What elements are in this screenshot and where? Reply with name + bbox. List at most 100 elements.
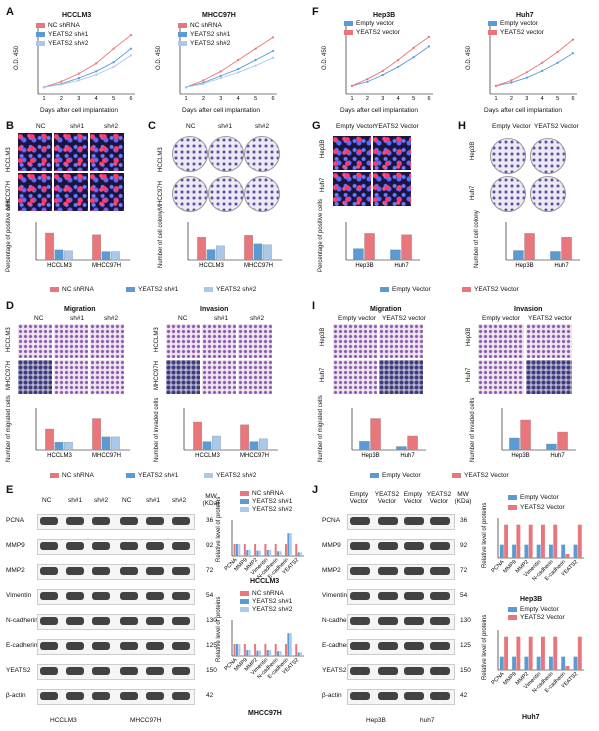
bar [64, 250, 73, 261]
x-tick-label: 1 [350, 96, 353, 102]
y-axis-label: Number of invaded cells [154, 397, 160, 462]
transwell-image [238, 324, 272, 358]
bar [256, 650, 259, 656]
protein-band [404, 617, 424, 625]
bar [561, 237, 572, 261]
x-tick-label: 3 [525, 96, 528, 102]
legend-item: Empty Vector [370, 472, 421, 479]
protein-band [40, 567, 58, 575]
bar [246, 550, 249, 556]
bar [206, 249, 216, 261]
bar [536, 656, 541, 670]
data-point [112, 65, 115, 68]
data-point [541, 69, 544, 72]
x-axis-label: Days after cell implantation [340, 107, 419, 114]
colony-plate [172, 176, 208, 212]
bar [45, 428, 54, 451]
x-tick-label: 3 [77, 96, 80, 102]
bar [238, 544, 241, 556]
data-point [219, 77, 222, 80]
bar [248, 550, 251, 556]
data-point [350, 84, 354, 87]
protein-band [66, 617, 84, 625]
protein-band [378, 667, 398, 675]
cell-line-label: huh7 [420, 717, 435, 724]
row-label: Huh7 [466, 367, 472, 382]
y-axis-label: O.D. 450 [322, 45, 328, 70]
protein-band [350, 692, 370, 700]
protein-band [378, 517, 398, 525]
molecular-weight-label: 42 [460, 692, 468, 699]
bar [212, 435, 221, 451]
col-label: NC [34, 315, 44, 322]
protein-band [172, 567, 190, 575]
bar [499, 656, 504, 670]
section-title-invasion: Invasion [514, 306, 543, 313]
molecular-weight-label: 72 [206, 567, 214, 574]
x-tick-label: Hep3B [511, 453, 529, 459]
transwell-image [379, 360, 423, 394]
col-label: Empty vector [338, 315, 376, 322]
x-tick-label: 6 [129, 96, 132, 102]
chart-title: Hep3B [520, 596, 543, 603]
col-label: sh#2 [255, 123, 270, 130]
protein-band [66, 642, 84, 650]
data-point [254, 58, 257, 62]
x-tick-label: HCCLM3 [195, 453, 220, 459]
transwell-image [526, 324, 572, 358]
col-label: YEATS2 vector [382, 315, 426, 322]
protein-band [120, 617, 138, 625]
bar [577, 636, 582, 670]
data-point [271, 56, 275, 59]
data-point [112, 47, 115, 50]
x-tick-label: Huh7 [550, 453, 565, 459]
lane-label: YEATS2 Vector [426, 491, 452, 505]
x-tick-label: 5 [412, 96, 415, 102]
bar [284, 644, 287, 656]
x-axis-label: Days after cell implantation [40, 107, 119, 114]
bar [256, 550, 259, 556]
bar-chart-j-hep3b: PCNAMMP9MMP2VimentinN-cadherinE-cadherin… [491, 518, 584, 582]
protein-band [40, 517, 58, 525]
data-point [494, 84, 498, 87]
series-line [185, 36, 274, 88]
x-tick-label: 6 [271, 96, 274, 102]
bar [297, 652, 300, 656]
legend-item: NC shRNA [240, 490, 284, 497]
transwell-image [333, 360, 377, 394]
col-label: YEATS2 vector [528, 315, 572, 322]
bar [513, 250, 524, 261]
x-tick-label: 4 [541, 96, 544, 102]
panel-label-g: G [312, 120, 321, 132]
series-line [185, 50, 274, 88]
row-label: Hep3B [470, 141, 476, 160]
line-chart-f-huh7: 1 2 3 4 5 6 [489, 26, 577, 102]
bar [289, 533, 292, 556]
y-axis-label: Number of invaded cells [470, 397, 476, 462]
x-tick-label: 2 [366, 96, 369, 102]
y-axis-label: Relative level of proteins [216, 596, 222, 662]
legend-item: YEATS2 sh#1 [240, 498, 292, 505]
protein-band [146, 617, 164, 625]
line-chart-f-hep3b: 1 2 3 4 5 6 [345, 26, 433, 102]
protein-band [430, 517, 450, 525]
data-point [541, 61, 544, 64]
legend-item: YEATS2 sh#1 [126, 472, 178, 479]
x-tick-label: 4 [95, 96, 98, 102]
protein-label: YEATS2 [6, 667, 31, 674]
series-line [43, 48, 132, 88]
transwell-image [166, 360, 200, 394]
x-tick-label: 5 [112, 96, 115, 102]
data-point [95, 70, 98, 73]
bar [92, 234, 101, 261]
legend-item: YEATS2 sh#2 [240, 606, 292, 613]
protein-band [404, 592, 424, 600]
chart-title-mhcc97h: MHCC97H [202, 12, 236, 19]
bar [216, 245, 225, 261]
bar [249, 441, 259, 451]
series-line [495, 52, 574, 87]
fluorescence-image [90, 173, 124, 211]
molecular-weight-label: 36 [206, 517, 214, 524]
transwell-image [54, 360, 88, 394]
bar [359, 441, 370, 451]
